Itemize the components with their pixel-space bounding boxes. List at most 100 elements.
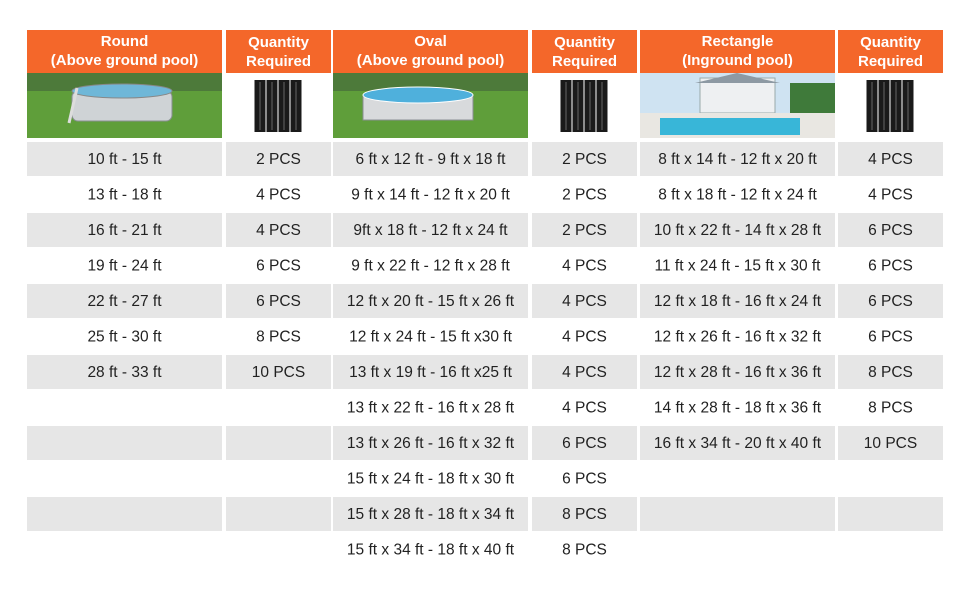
pool-size: 9 ft x 14 ft - 12 ft x 20 ft [351, 186, 510, 203]
header-subtitle: (Above ground pool) [357, 52, 504, 69]
cell-background [226, 248, 331, 283]
cell-background [27, 319, 222, 354]
cell-background [838, 177, 943, 212]
quantity-title: Quantity [860, 34, 921, 51]
cell-background [838, 426, 943, 460]
quantity: 8 PCS [562, 506, 607, 523]
cell-background [838, 213, 943, 247]
quantity: 2 PCS [562, 222, 607, 239]
cell-background [333, 390, 528, 425]
pool-size: 10 ft x 22 ft - 14 ft x 28 ft [654, 222, 822, 239]
quantity-title: Quantity [248, 34, 309, 51]
pool-size: 15 ft x 28 ft - 18 ft x 34 ft [347, 506, 515, 523]
ladder [67, 87, 79, 124]
quantity: 4 PCS [256, 186, 301, 203]
pool-image [640, 73, 835, 138]
quantity: 6 PCS [256, 257, 301, 274]
header-band [333, 30, 528, 73]
header-title: Round [101, 33, 148, 50]
cell-background [226, 177, 331, 212]
quantity: 10 PCS [864, 435, 917, 452]
cell-background [27, 177, 222, 212]
cell-background [640, 497, 835, 531]
cell-background [838, 142, 943, 176]
pool-size: 6 ft x 12 ft - 9 ft x 18 ft [356, 151, 507, 168]
cell-background [532, 461, 637, 496]
quantity: 4 PCS [562, 257, 607, 274]
pool-size: 12 ft x 28 ft - 16 ft x 36 ft [654, 364, 822, 381]
cell-background [226, 461, 331, 496]
pool-size: 8 ft x 14 ft - 12 ft x 20 ft [658, 151, 817, 168]
cell-background [333, 426, 528, 460]
header-title: Oval [414, 33, 447, 50]
cell-background [27, 532, 222, 567]
quantity: 8 PCS [868, 399, 913, 416]
pool-image [27, 73, 222, 138]
quantity-subtitle: Required [552, 53, 617, 70]
cell-background [27, 142, 222, 176]
quantity: 6 PCS [868, 328, 913, 345]
pool-size: 12 ft x 24 ft - 15 ft x30 ft [349, 328, 513, 345]
cell-background [640, 426, 835, 460]
pool-size: 12 ft x 20 ft - 15 ft x 26 ft [347, 293, 515, 310]
cell-background [27, 390, 222, 425]
cell-background [838, 497, 943, 531]
pool-size: 19 ft - 24 ft [87, 257, 162, 274]
cell-background [333, 142, 528, 176]
pool-image [333, 73, 528, 138]
pool-size: 10 ft - 15 ft [87, 151, 162, 168]
header-title: Rectangle [702, 33, 774, 50]
pool-top [71, 83, 173, 99]
quantity-subtitle: Required [246, 53, 311, 70]
cell-background [226, 355, 331, 389]
cell-background [640, 142, 835, 176]
pool-size: 8 ft x 18 ft - 12 ft x 24 ft [658, 186, 817, 203]
cell-background [532, 319, 637, 354]
cell-background [226, 319, 331, 354]
cell-background [226, 390, 331, 425]
cell-background [27, 355, 222, 389]
cell-background [226, 213, 331, 247]
cell-background [226, 284, 331, 318]
cell-background [838, 390, 943, 425]
cell-background [333, 213, 528, 247]
pool-size: 25 ft - 30 ft [87, 328, 162, 345]
cell-background [640, 248, 835, 283]
quantity: 6 PCS [868, 222, 913, 239]
cell-background [640, 532, 835, 567]
quantity: 6 PCS [868, 293, 913, 310]
cell-background [838, 319, 943, 354]
pool-size: 13 ft x 19 ft - 16 ft x25 ft [349, 364, 513, 381]
cell-background [532, 213, 637, 247]
quantity: 4 PCS [868, 151, 913, 168]
header-band [640, 30, 835, 73]
quantity: 4 PCS [562, 328, 607, 345]
header-subtitle: (Above ground pool) [51, 52, 198, 69]
cell-background [333, 319, 528, 354]
pool-size: 12 ft x 18 ft - 16 ft x 24 ft [654, 293, 822, 310]
quantity: 4 PCS [256, 222, 301, 239]
pool-size: 9ft x 18 ft - 12 ft x 24 ft [353, 222, 508, 239]
cell-background [226, 532, 331, 567]
cell-background [333, 532, 528, 567]
quantity: 8 PCS [256, 328, 301, 345]
quantity: 4 PCS [562, 293, 607, 310]
cell-background [532, 497, 637, 531]
cell-background [838, 284, 943, 318]
cell-background [640, 390, 835, 425]
quantity: 8 PCS [562, 541, 607, 558]
pool-size: 13 ft - 18 ft [87, 186, 162, 203]
quantity: 6 PCS [868, 257, 913, 274]
quantity: 6 PCS [562, 435, 607, 452]
quantity: 4 PCS [562, 399, 607, 416]
cell-background [640, 284, 835, 318]
cell-background [333, 284, 528, 318]
pool-size: 13 ft x 22 ft - 16 ft x 28 ft [347, 399, 515, 416]
cell-background [27, 284, 222, 318]
sky [333, 73, 528, 91]
pool-size: 11 ft x 24 ft - 15 ft x 30 ft [655, 257, 822, 274]
cell-background [640, 355, 835, 389]
cell-background [27, 461, 222, 496]
cell-background [838, 532, 943, 567]
